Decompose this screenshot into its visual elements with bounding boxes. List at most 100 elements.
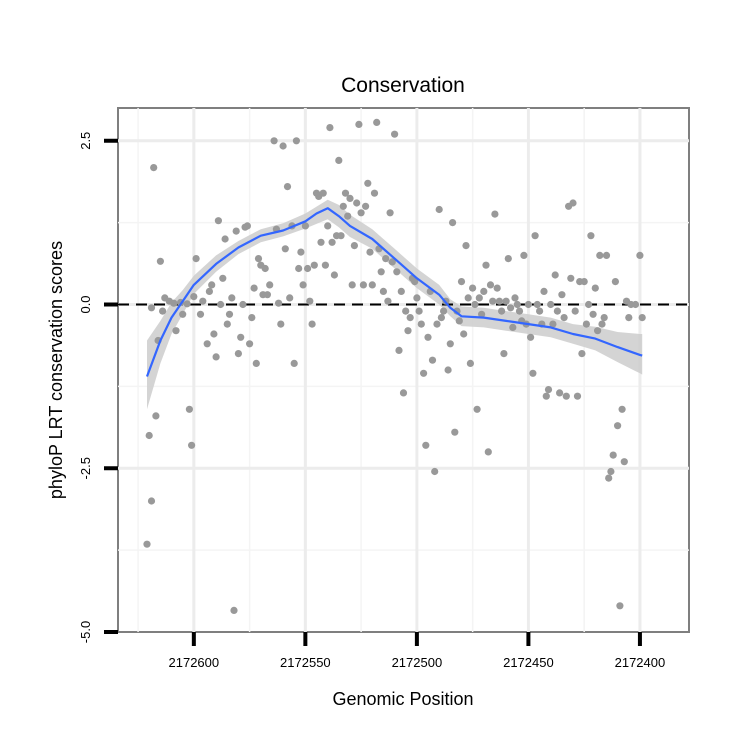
data-point — [143, 540, 151, 548]
points-layer — [143, 118, 646, 615]
data-point — [587, 232, 595, 240]
data-point — [638, 314, 646, 322]
data-point — [484, 448, 492, 456]
data-point — [473, 405, 481, 413]
smooth-line-layer — [145, 207, 643, 377]
data-point — [199, 297, 207, 305]
data-point — [486, 281, 495, 289]
data-point — [341, 189, 350, 197]
data-point — [585, 300, 593, 309]
smooth-line — [145, 207, 643, 377]
data-point — [295, 264, 303, 273]
data-point — [580, 278, 588, 286]
data-point — [297, 248, 305, 256]
data-point — [480, 287, 488, 295]
data-point — [478, 310, 486, 318]
data-point — [301, 222, 309, 230]
data-point — [509, 323, 517, 331]
data-point — [404, 327, 412, 335]
data-point — [573, 392, 582, 400]
data-point — [451, 428, 459, 436]
x-axis-label: Genomic Position — [332, 689, 473, 709]
data-point — [602, 251, 611, 259]
data-point — [471, 300, 479, 309]
data-point — [495, 297, 503, 305]
data-point — [234, 350, 242, 358]
data-point — [616, 602, 624, 610]
data-point — [384, 297, 392, 305]
x-tick-label: 2172550 — [280, 655, 331, 670]
data-point — [156, 257, 164, 265]
data-point — [192, 255, 200, 263]
data-point — [239, 300, 247, 309]
data-point — [185, 405, 193, 413]
data-point — [328, 238, 336, 246]
data-point — [569, 199, 577, 207]
data-point — [275, 299, 283, 307]
data-point — [560, 314, 568, 322]
data-point — [611, 278, 620, 286]
data-point — [179, 310, 187, 318]
data-point — [330, 271, 338, 279]
data-point — [286, 294, 294, 302]
data-point — [203, 340, 211, 348]
data-point — [290, 359, 298, 367]
data-point — [620, 458, 628, 466]
data-point — [504, 255, 512, 263]
data-point — [636, 251, 644, 259]
data-point — [250, 284, 258, 292]
data-point — [145, 431, 153, 440]
data-point — [232, 227, 240, 235]
data-point — [248, 314, 256, 322]
data-point — [304, 264, 312, 273]
data-point — [359, 281, 367, 289]
data-point — [475, 294, 483, 302]
data-point — [591, 284, 599, 292]
data-point — [230, 606, 238, 615]
data-point — [368, 281, 376, 289]
data-point — [279, 142, 287, 150]
data-point — [547, 300, 555, 309]
data-point — [435, 205, 443, 214]
data-point — [594, 327, 602, 335]
data-point — [415, 307, 423, 315]
data-point — [366, 248, 374, 256]
data-point — [159, 307, 167, 315]
data-point — [324, 222, 332, 230]
data-point — [172, 327, 180, 335]
data-point — [493, 284, 501, 292]
x-tick-label: 2172400 — [615, 655, 666, 670]
data-point — [243, 222, 251, 230]
data-point — [254, 255, 263, 263]
data-point — [346, 194, 354, 202]
y-axis-label: phyloP LRT conservation scores — [46, 241, 66, 499]
data-point — [370, 189, 379, 197]
data-point — [556, 389, 564, 397]
data-point — [457, 278, 466, 286]
data-point — [567, 274, 575, 282]
data-point — [221, 235, 229, 243]
data-point — [502, 297, 510, 305]
data-point — [219, 274, 227, 282]
data-point — [406, 314, 414, 322]
data-point — [524, 300, 533, 309]
x-tick-label: 2172450 — [503, 655, 554, 670]
data-point — [326, 124, 334, 132]
data-point — [614, 422, 622, 430]
data-point — [607, 467, 615, 476]
data-point — [319, 189, 327, 197]
data-point — [228, 294, 236, 302]
data-point — [306, 297, 314, 305]
data-point — [223, 320, 231, 328]
data-point — [397, 287, 405, 295]
data-point — [321, 261, 329, 269]
data-point — [152, 412, 160, 420]
data-point — [455, 317, 463, 325]
data-point — [417, 320, 425, 328]
data-point — [217, 300, 225, 309]
plot-panel — [117, 107, 690, 633]
data-point — [413, 294, 421, 302]
data-point — [464, 294, 472, 302]
